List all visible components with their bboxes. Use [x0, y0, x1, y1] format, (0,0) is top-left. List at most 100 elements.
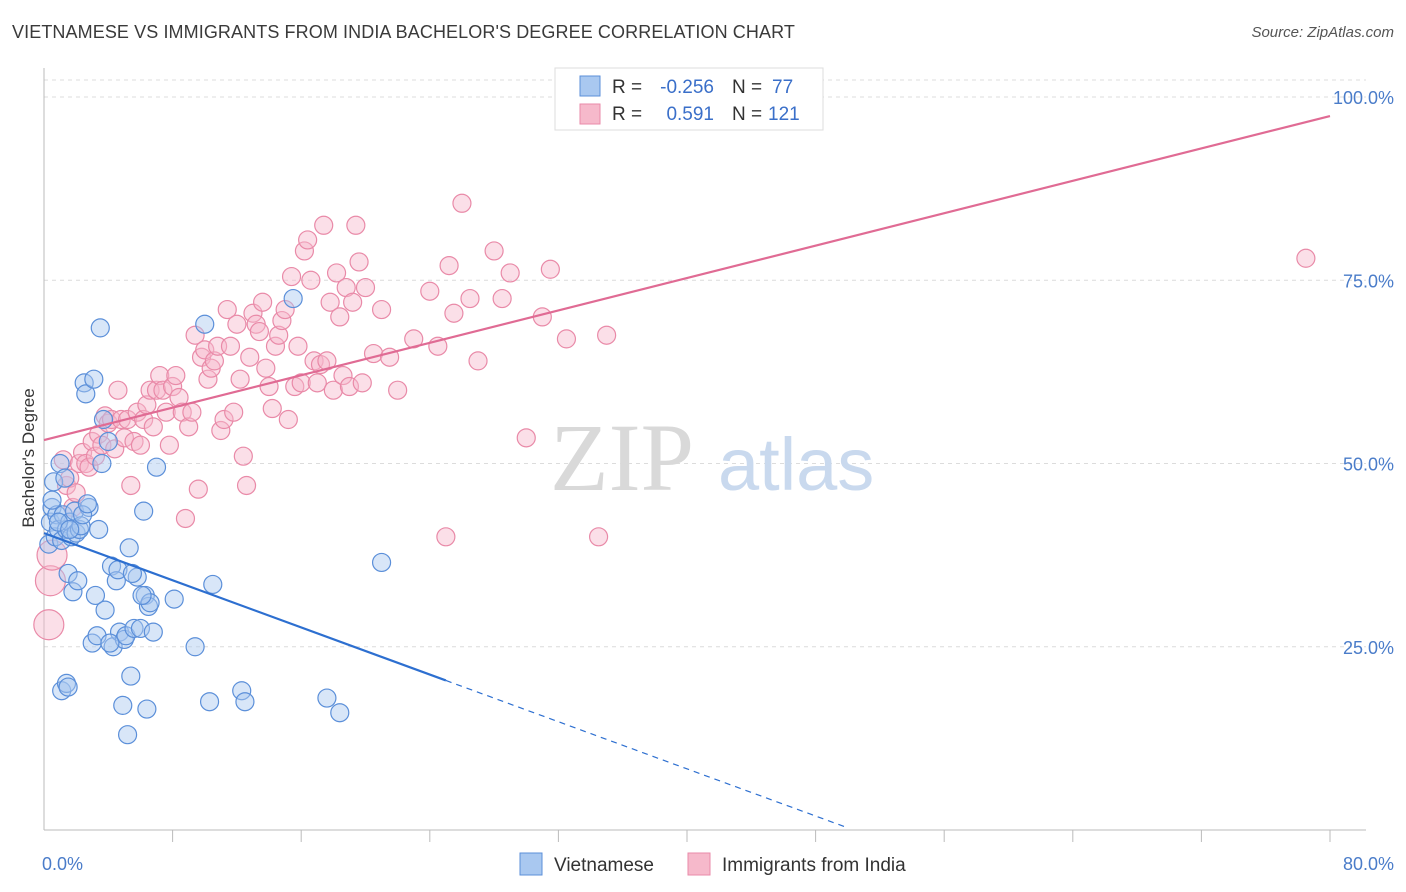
y-tick-label: 75.0%: [1343, 271, 1394, 291]
point-immigrants-from-india: [468, 351, 488, 371]
point-immigrants-from-india: [182, 402, 202, 422]
point-immigrants-from-india: [352, 373, 372, 393]
y-axis-label: Bachelor's Degree: [19, 388, 38, 527]
point-vietnamese: [48, 512, 69, 532]
point-vietnamese: [55, 468, 75, 488]
point-immigrants-from-india: [156, 402, 176, 422]
point-immigrants-from-india: [82, 431, 102, 452]
point-immigrants-from-india: [179, 417, 199, 437]
y-tick-labels: 25.0% 50.0% 75.0% 100.0%: [1333, 88, 1394, 658]
point-immigrants-from-india: [233, 446, 253, 466]
point-vietnamese: [317, 688, 337, 708]
point-immigrants-from-india: [214, 409, 234, 430]
point-immigrants-from-india: [143, 417, 163, 437]
point-vietnamese: [60, 519, 80, 540]
point-immigrants-from-india: [265, 336, 286, 356]
point-immigrants-from-india: [198, 369, 218, 389]
point-vietnamese: [84, 369, 104, 389]
point-immigrants-from-india: [388, 380, 408, 400]
point-immigrants-from-india: [371, 299, 392, 320]
point-immigrants-from-india: [320, 292, 340, 312]
point-immigrants-from-india: [556, 329, 577, 349]
point-immigrants-from-india: [259, 376, 279, 397]
point-immigrants-from-india: [516, 428, 536, 448]
grid-lines: [44, 79, 1366, 648]
point-immigrants-from-india: [153, 380, 173, 400]
point-immigrants-from-india: [444, 303, 464, 323]
point-immigrants-from-india: [240, 347, 260, 367]
point-immigrants-from-india: [281, 266, 302, 287]
point-vietnamese: [195, 314, 215, 334]
point-vietnamese: [95, 600, 115, 620]
point-vietnamese: [63, 582, 83, 602]
chart-source: Source: ZipAtlas.com: [1251, 24, 1394, 41]
point-immigrants-from-india: [262, 398, 282, 419]
series-vietnamese: [39, 288, 392, 745]
point-immigrants-from-india: [175, 508, 196, 529]
x-tick-label-max: 80.0%: [1343, 854, 1394, 874]
point-immigrants-from-india: [220, 336, 241, 356]
point-immigrants-from-india: [146, 380, 167, 400]
point-immigrants-from-india: [307, 373, 327, 393]
legend-n-value: 121: [768, 104, 800, 125]
point-vietnamese: [119, 538, 139, 558]
point-immigrants-from-india: [188, 479, 208, 499]
point-immigrants-from-india: [460, 288, 480, 309]
y-tick-label: 100.0%: [1333, 88, 1394, 108]
point-immigrants-from-india: [230, 369, 250, 389]
axes: [43, 68, 1366, 831]
point-immigrants-from-india: [339, 376, 360, 397]
point-immigrants-from-india: [294, 241, 315, 261]
point-immigrants-from-india: [211, 420, 231, 441]
bottom-legend-swatch-blue: [519, 852, 543, 876]
point-vietnamese: [232, 681, 252, 701]
point-immigrants-from-india: [1296, 248, 1316, 268]
legend-n-value: 77: [772, 77, 793, 98]
legend-n-label: N =: [732, 104, 762, 125]
point-immigrants-from-india: [439, 255, 459, 276]
bottom-legend-label-india: Immigrants from India: [722, 855, 906, 876]
legend-swatch-blue: [579, 75, 601, 97]
legend-r-label: R =: [612, 104, 642, 125]
point-immigrants-from-india: [185, 325, 205, 345]
point-immigrants-from-india: [330, 307, 350, 327]
x-ticks: [172, 830, 1331, 842]
point-immigrants-from-india: [288, 336, 308, 356]
point-vietnamese: [203, 574, 223, 595]
point-immigrants-from-india: [540, 259, 560, 279]
point-immigrants-from-india: [166, 365, 186, 386]
point-immigrants-from-india: [326, 263, 347, 283]
point-vietnamese: [113, 695, 133, 715]
point-vietnamese: [77, 494, 98, 514]
point-immigrants-from-india: [363, 343, 384, 364]
point-immigrants-from-india: [452, 193, 472, 213]
point-vietnamese: [130, 618, 151, 639]
point-immigrants-from-india: [588, 527, 609, 547]
point-immigrants-from-india: [253, 292, 273, 312]
trend-line-vietnamese: [43, 532, 447, 682]
x-tick-label-min: 0.0%: [42, 854, 83, 874]
point-immigrants-from-india: [105, 439, 125, 459]
point-immigrants-from-india: [79, 457, 99, 477]
point-immigrants-from-india: [130, 435, 151, 455]
point-vietnamese: [58, 677, 78, 697]
point-vietnamese: [330, 703, 350, 723]
point-immigrants-from-india: [227, 314, 247, 334]
point-vietnamese: [117, 725, 138, 745]
point-immigrants-from-india: [355, 277, 376, 298]
point-immigrants-from-india: [114, 428, 134, 448]
point-immigrants-from-india: [85, 446, 106, 466]
chart-title: VIETNAMESE VS IMMIGRANTS FROM INDIA BACH…: [12, 22, 795, 42]
point-vietnamese: [134, 501, 154, 521]
legend-box: R = -0.256 N = 77 R = 0.591 N = 121: [554, 67, 824, 131]
point-immigrants-from-india: [159, 435, 179, 455]
point-immigrants-from-india: [597, 325, 617, 345]
watermark: ZIP atlas: [550, 404, 874, 511]
watermark-zip: ZIP: [550, 404, 694, 511]
point-immigrants-from-india: [333, 365, 353, 386]
point-immigrants-from-india: [163, 376, 183, 397]
point-vietnamese: [68, 571, 88, 591]
point-vietnamese: [92, 453, 112, 474]
point-immigrants-from-india: [323, 380, 343, 400]
